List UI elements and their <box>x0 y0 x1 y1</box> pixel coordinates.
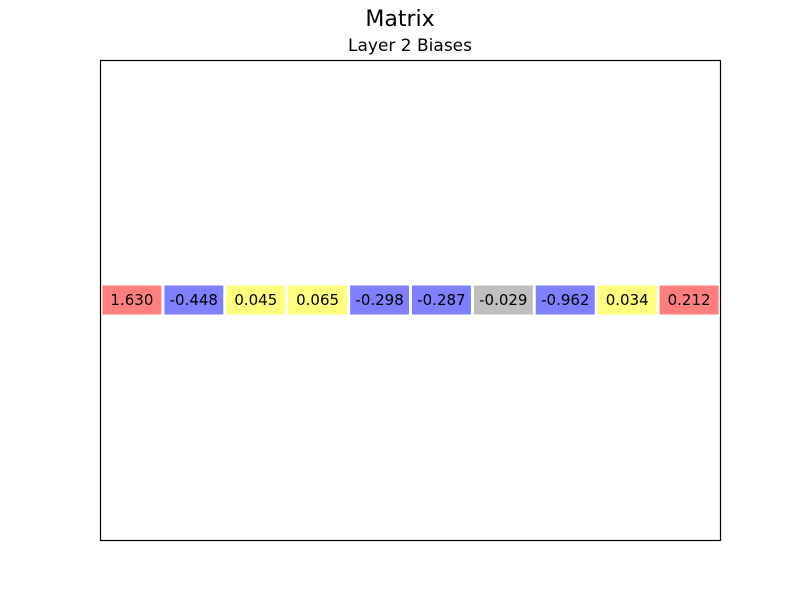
bias-cell-label: -0.962 <box>541 291 589 309</box>
bias-cell-label: -0.448 <box>170 291 218 309</box>
bias-cell-label: 0.212 <box>668 291 711 309</box>
bias-cell <box>163 284 225 316</box>
bias-cell-label: 0.034 <box>606 291 649 309</box>
axes-frame <box>99 59 722 542</box>
bias-cell <box>349 284 411 316</box>
bias-cell <box>534 284 596 316</box>
bias-cell <box>101 284 163 316</box>
bias-cell-label: 1.630 <box>110 291 153 309</box>
bias-cell <box>411 284 472 316</box>
bias-cell-label: -0.029 <box>479 291 527 309</box>
axes-title: Layer 2 Biases <box>348 36 472 56</box>
bias-cell-label: 0.045 <box>234 291 277 309</box>
bias-cell <box>287 284 349 316</box>
bias-cell-label: -0.298 <box>355 291 403 309</box>
bias-cell-label: 0.065 <box>296 291 339 309</box>
figure-title: Matrix <box>365 7 435 32</box>
bias-cell <box>658 284 720 316</box>
bias-cell-label: -0.287 <box>417 291 465 309</box>
bias-cells: 1.630 -0.448 0.045 0.065 -0.298 -0.287 -0.029-… <box>101 284 720 316</box>
bias-cell <box>225 284 287 316</box>
bias-cell <box>472 284 534 316</box>
bias-cell <box>596 284 658 316</box>
